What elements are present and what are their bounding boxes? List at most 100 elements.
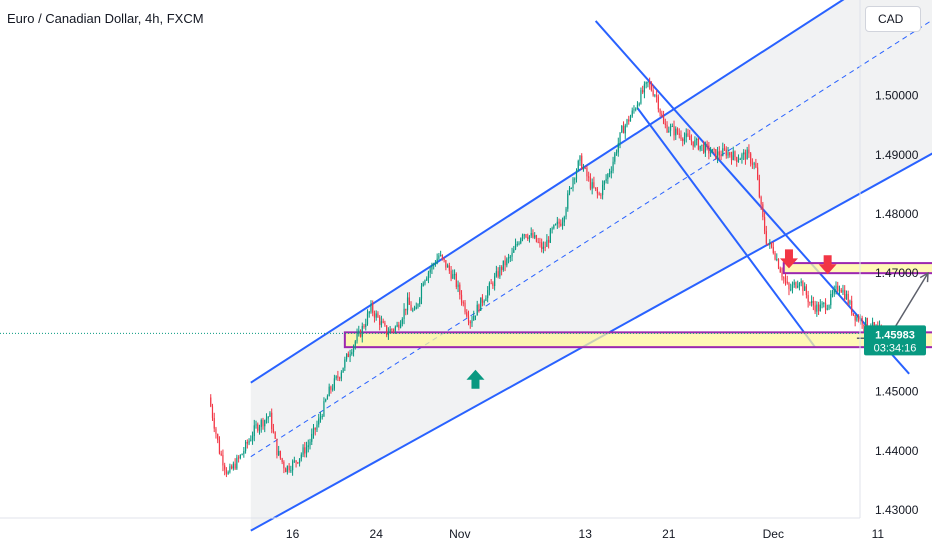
candle-body xyxy=(443,257,445,261)
candle-body xyxy=(642,90,644,93)
candle-body xyxy=(603,181,605,185)
candle-body xyxy=(321,416,323,418)
candle-body xyxy=(375,313,377,318)
ascending-channel-midline[interactable] xyxy=(250,1,932,458)
candle-body xyxy=(426,278,428,281)
candle-body xyxy=(253,425,255,437)
candle-body xyxy=(447,265,449,268)
descending-channel-lower-line[interactable] xyxy=(636,107,816,348)
candle-body xyxy=(826,308,828,310)
candle-body xyxy=(807,295,809,303)
candle-body xyxy=(234,463,236,469)
candle-body xyxy=(516,243,518,245)
candle-body xyxy=(626,119,628,126)
candle-body xyxy=(656,95,658,97)
price-tick-label: 1.48000 xyxy=(875,207,919,221)
candle-body xyxy=(325,399,327,402)
candle-body xyxy=(746,149,748,160)
red-down-arrow-1[interactable] xyxy=(779,249,798,269)
currency-button[interactable]: CAD xyxy=(865,6,921,32)
candle-body xyxy=(316,424,318,430)
projection-arrow-head xyxy=(919,271,929,283)
candle-body xyxy=(809,302,811,304)
current-price-label: 1.45983 xyxy=(875,329,915,341)
candle-body xyxy=(725,149,727,156)
candle-body xyxy=(457,284,459,287)
candle-body xyxy=(537,241,539,243)
candle-body xyxy=(823,302,825,304)
candle-body xyxy=(412,309,414,311)
support-zone[interactable] xyxy=(343,331,932,349)
candle-body xyxy=(821,303,823,305)
candle-body xyxy=(332,388,334,390)
candle-body xyxy=(812,301,814,306)
candle-body xyxy=(283,461,285,469)
candle-body xyxy=(269,412,271,417)
candle-body xyxy=(506,258,508,266)
candle-body xyxy=(396,324,398,327)
ascending-channel-upper-line[interactable] xyxy=(250,0,857,384)
candle-body xyxy=(469,321,471,324)
candle-body xyxy=(791,284,794,290)
candle-body xyxy=(541,242,543,250)
time-tick-label: Nov xyxy=(449,527,470,541)
green-up-arrow[interactable] xyxy=(466,369,485,389)
time-tick-label: 24 xyxy=(370,527,384,541)
price-tick-label: 1.44000 xyxy=(875,444,919,458)
candle-body xyxy=(290,470,292,472)
candle-body xyxy=(847,293,849,304)
candle-body xyxy=(701,144,703,146)
candle-body xyxy=(279,450,282,459)
candle-body xyxy=(518,243,520,245)
candle-body xyxy=(638,103,640,105)
candle-body xyxy=(305,447,308,454)
candle-body xyxy=(861,317,863,325)
candle-body xyxy=(502,260,504,270)
candle-body xyxy=(572,178,574,188)
candle-body xyxy=(297,462,299,464)
candle-body xyxy=(730,155,733,160)
candle-body xyxy=(440,254,442,256)
candle-body xyxy=(741,154,743,159)
candle-body xyxy=(478,304,480,311)
candle-body xyxy=(567,193,569,209)
candle-body xyxy=(523,234,525,236)
price-tick-label: 1.50000 xyxy=(875,89,919,103)
candle-body xyxy=(662,116,665,124)
candle-body xyxy=(851,300,853,314)
candle-body xyxy=(511,252,513,257)
candle-body xyxy=(490,283,492,285)
candle-body xyxy=(534,235,536,238)
candle-body xyxy=(241,453,243,456)
candle-body xyxy=(307,445,309,448)
candle-body xyxy=(415,306,417,310)
candle-body xyxy=(661,113,663,117)
candle-body xyxy=(844,290,846,300)
red-down-arrow-2[interactable] xyxy=(818,255,837,275)
candle-body xyxy=(591,182,593,189)
time-tick-label: 11 xyxy=(872,527,885,541)
candle-body xyxy=(732,151,734,160)
candle-body xyxy=(292,461,294,471)
candle-body xyxy=(854,314,856,321)
candle-body xyxy=(389,329,391,334)
candle-body xyxy=(652,90,654,96)
ascending-channel-lower-line[interactable] xyxy=(250,80,932,532)
candle-body xyxy=(539,242,541,244)
candle-body xyxy=(628,119,630,122)
candle-body xyxy=(706,143,708,146)
candle-body xyxy=(352,345,355,353)
candle-body xyxy=(643,84,646,93)
candle-body xyxy=(767,243,769,245)
candle-body xyxy=(238,457,240,459)
candle-body xyxy=(607,174,609,179)
candle-body xyxy=(645,82,647,85)
candle-body xyxy=(433,264,435,266)
candle-body xyxy=(380,321,383,325)
candle-body xyxy=(236,457,238,469)
candle-body xyxy=(419,298,421,304)
candle-body xyxy=(231,466,233,469)
resistance-zone[interactable] xyxy=(782,262,932,275)
